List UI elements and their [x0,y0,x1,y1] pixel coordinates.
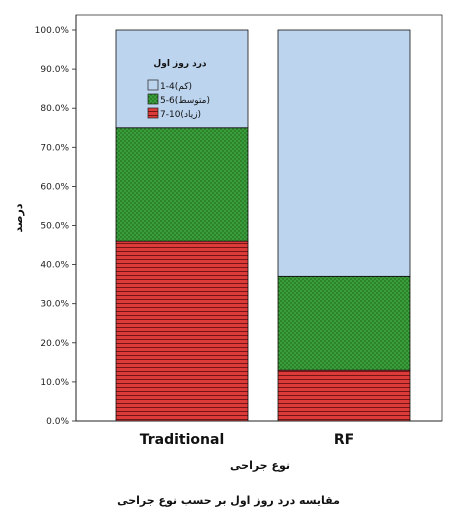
legend-swatch-high [147,107,159,119]
y-tick-label: 90.0% [40,65,69,75]
legend-label-low: 1-4(کم) [160,82,192,92]
legend-title: درد روز اول [153,59,207,69]
y-tick-label: 40.0% [40,261,69,271]
stacked-bar-chart: 0.0% 10.0% 20.0% 30.0% 40.0% 50.0% 60.0% 70.0% 8… [12,14,443,472]
category-label-traditional: Traditional [140,432,225,448]
y-tick-label: 10.0% [40,378,69,388]
x-axis-title: نوع جراحی [230,459,290,472]
y-axis: 0.0% 10.0% 20.0% 30.0% 40.0% 50.0% 60.0% 70.0% 8… [35,15,77,427]
y-tick-label: 0.0% [46,417,69,427]
bar-segment-rf-1 [277,275,411,371]
y-tick-label: 50.0% [40,222,69,232]
legend-label-high: 7-10(زیاد) [160,110,201,120]
bar-segment-traditional-1 [115,127,249,242]
y-tick-label: 30.0% [40,300,69,310]
chart-caption: مقایسه درد روز اول بر حسب نوع جراحی [117,494,340,507]
bar-segment-traditional-2 [115,29,249,129]
legend-swatch-low [147,79,159,91]
bars-group [115,29,411,422]
y-tick-label: 80.0% [40,104,69,114]
y-tick-label: 60.0% [40,182,69,192]
bar-segment-rf-0 [277,369,411,422]
category-label-rf: RF [334,432,354,448]
y-axis-title: درصد [12,203,25,232]
bar-segment-rf-2 [277,29,411,277]
y-tick-label: 70.0% [40,143,69,153]
legend-swatch-mid [147,93,159,105]
bar-segment-traditional-0 [115,240,249,422]
y-tick-label: 100.0% [35,26,70,36]
y-tick-label: 20.0% [40,339,69,349]
legend-label-mid: 5-6(متوسط) [160,96,210,106]
legend: درد روز اول 1-4(کم) 5-6(متوسط) 7-10(زیاد… [147,59,210,120]
